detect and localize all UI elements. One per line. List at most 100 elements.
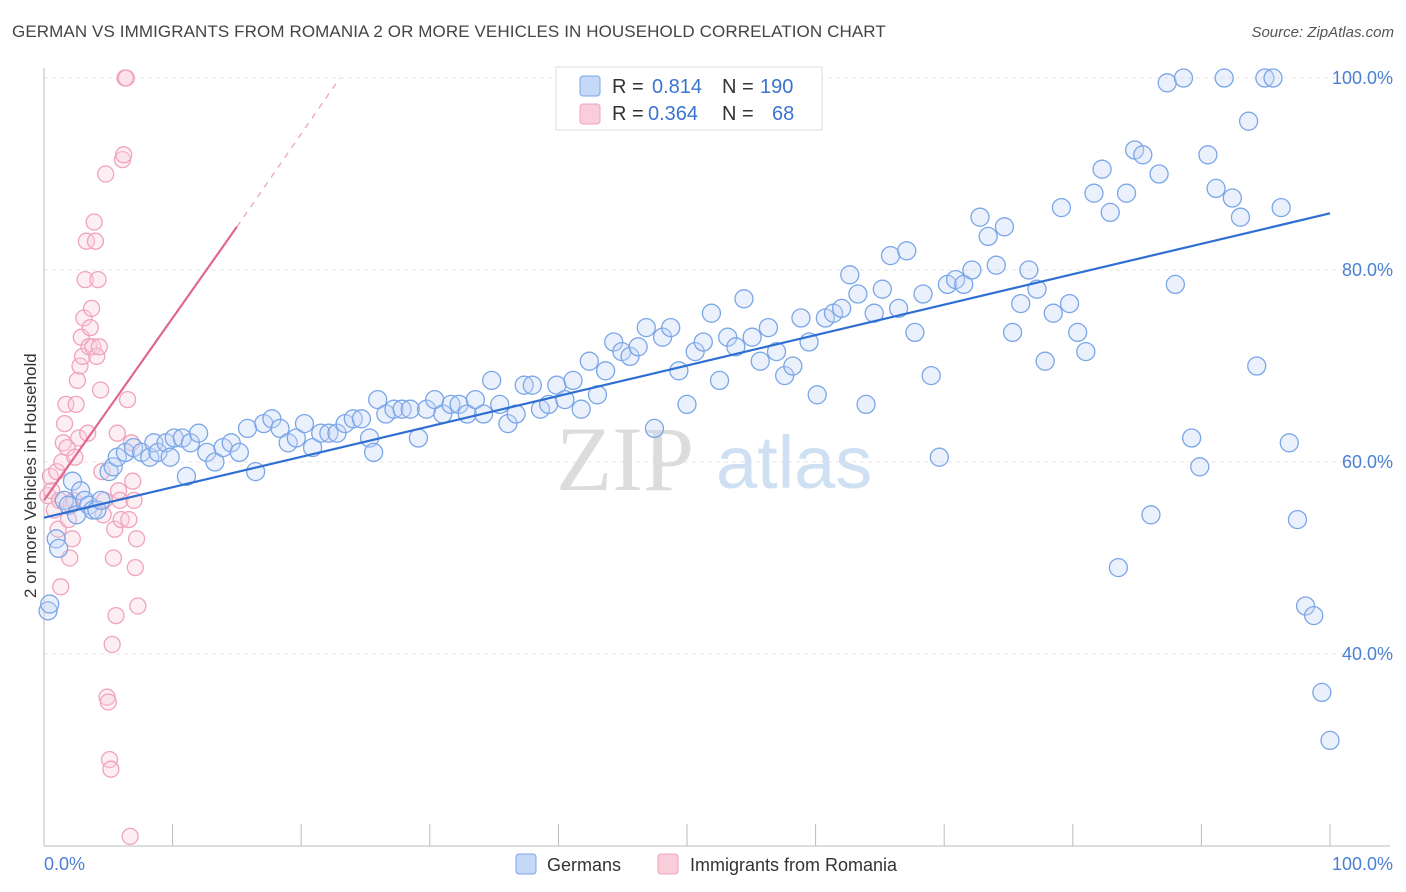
data-point	[954, 274, 974, 295]
bottom-legend-swatch-germans	[515, 853, 537, 875]
data-point	[351, 409, 372, 429]
data-point	[831, 298, 852, 319]
data-point	[766, 341, 787, 362]
legend-r-value: 0.364	[648, 103, 698, 125]
germans-trend-line	[43, 212, 1331, 519]
data-point	[693, 332, 713, 352]
data-point	[84, 338, 102, 356]
data-point	[1149, 164, 1169, 184]
data-point	[1304, 605, 1324, 626]
data-point	[701, 303, 722, 323]
data-point	[921, 365, 941, 386]
data-point	[669, 361, 689, 381]
data-point	[76, 270, 94, 289]
data-point	[102, 760, 120, 778]
data-point	[363, 442, 384, 463]
data-point	[913, 284, 933, 304]
data-point	[1002, 322, 1023, 343]
data-point	[579, 351, 599, 371]
data-point	[77, 232, 96, 250]
data-point	[1230, 207, 1251, 227]
data-point	[1263, 68, 1283, 88]
data-point	[1084, 183, 1104, 203]
data-point	[636, 317, 656, 338]
legend-n-label: N =	[722, 103, 754, 125]
data-point	[126, 558, 144, 577]
legend-swatch-romania	[579, 103, 601, 125]
data-point	[1035, 351, 1055, 371]
watermark-zip: ZIP	[556, 408, 694, 510]
bottom-legend-swatch-romania	[657, 853, 679, 875]
data-point	[104, 549, 123, 567]
data-point	[160, 447, 180, 467]
data-point	[286, 428, 306, 448]
data-point	[176, 466, 197, 487]
data-point	[962, 260, 982, 280]
romania-trend-line	[43, 226, 238, 502]
data-point	[807, 385, 827, 405]
data-point	[1116, 183, 1137, 203]
data-point	[1320, 730, 1340, 751]
data-point	[91, 381, 110, 399]
data-point	[270, 418, 290, 439]
data-point	[205, 452, 225, 472]
data-point	[97, 165, 115, 183]
legend-r-value: 0.814	[652, 76, 702, 98]
data-point	[791, 308, 811, 328]
data-point	[49, 538, 69, 559]
data-point	[343, 409, 363, 429]
data-point	[1255, 68, 1275, 88]
data-point	[86, 232, 105, 250]
data-point	[294, 413, 315, 434]
data-point	[103, 457, 123, 477]
data-point	[1165, 274, 1186, 295]
legend-r-label: R =	[612, 76, 644, 98]
data-point	[726, 337, 746, 357]
y-tick-label: 80.0%	[1342, 260, 1393, 280]
data-point	[929, 447, 949, 467]
data-point	[229, 442, 249, 463]
data-point	[67, 395, 85, 414]
data-point	[1206, 178, 1226, 199]
data-point	[1222, 188, 1242, 208]
romania-trend-extension	[236, 77, 341, 228]
data-point	[848, 284, 868, 304]
data-point	[1157, 73, 1177, 93]
data-point	[237, 418, 258, 439]
data-point	[368, 389, 388, 410]
grid-lines	[44, 77, 1390, 655]
data-point	[441, 394, 461, 415]
data-point	[400, 399, 420, 419]
data-point	[1247, 356, 1267, 376]
legend-n-value: 68	[772, 103, 794, 125]
data-point	[1141, 505, 1161, 525]
data-point	[121, 827, 139, 846]
data-point	[319, 423, 339, 443]
data-point	[840, 265, 860, 285]
data-point	[55, 414, 74, 433]
axes	[43, 68, 1390, 847]
data-point	[70, 481, 91, 501]
data-point	[1019, 260, 1039, 280]
data-point	[1279, 433, 1299, 453]
data-point	[1068, 322, 1088, 343]
data-point	[117, 69, 135, 87]
data-point	[124, 472, 142, 490]
data-point	[127, 530, 146, 548]
data-point	[514, 375, 534, 395]
x-tick-label: 100.0%	[1332, 854, 1393, 874]
data-point	[120, 510, 138, 529]
data-point	[68, 371, 87, 390]
data-point	[40, 594, 60, 614]
data-point	[1059, 293, 1080, 314]
chart-title: GERMAN VS IMMIGRANTS FROM ROMANIA 2 OR M…	[12, 22, 886, 41]
legend-r-label: R =	[612, 103, 644, 125]
data-point	[522, 375, 543, 395]
data-point	[106, 520, 124, 538]
data-point	[311, 423, 331, 443]
data-point	[82, 299, 101, 318]
data-point	[750, 351, 770, 371]
trend-lines	[43, 77, 1331, 519]
data-point	[758, 317, 779, 338]
